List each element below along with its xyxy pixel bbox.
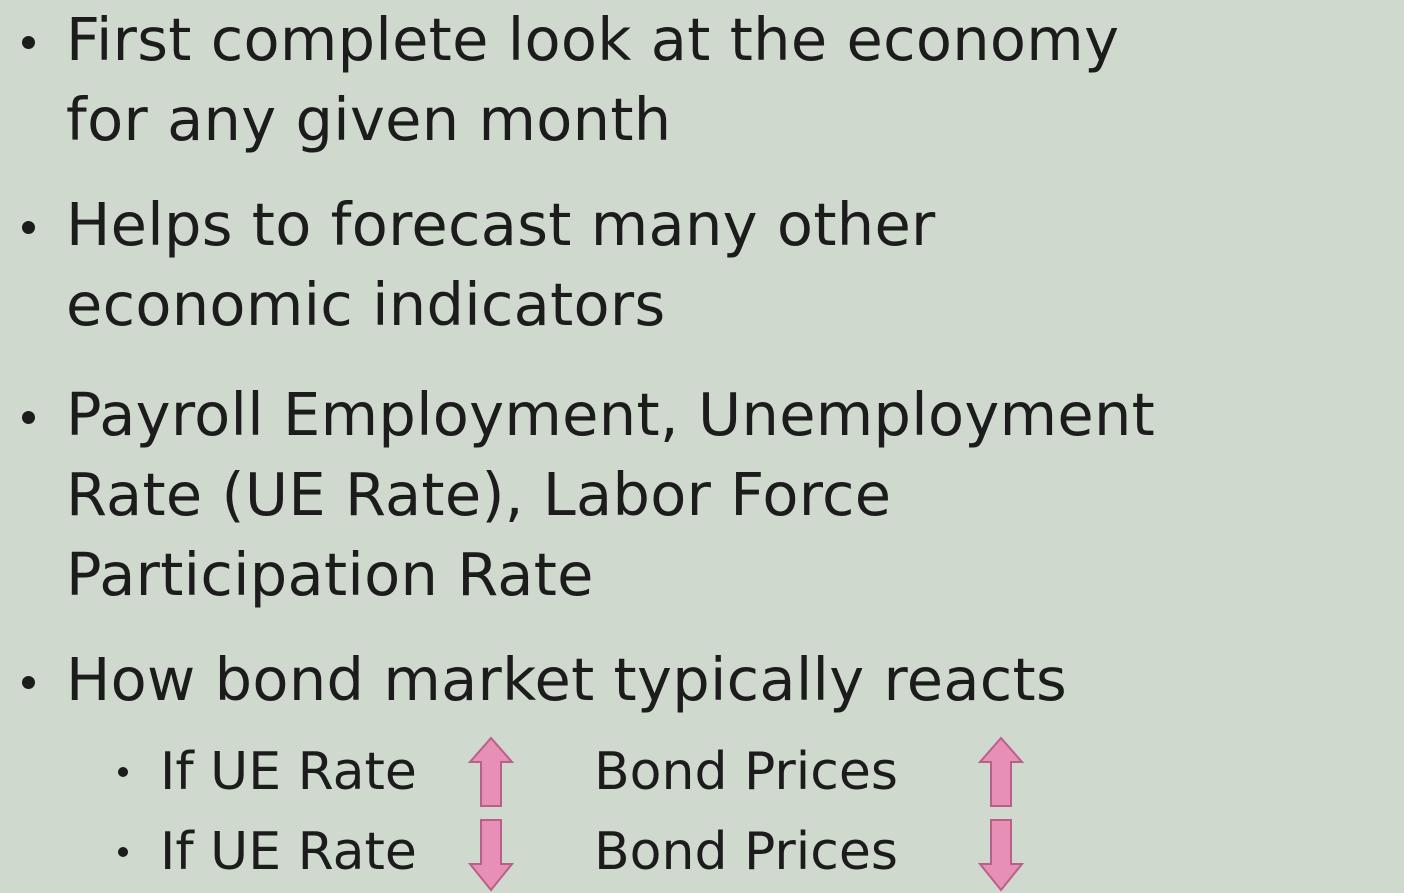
bullet-dot (22, 36, 35, 49)
bullet-line: Payroll Employment, Unemployment (66, 380, 1156, 449)
up-arrow (978, 736, 1024, 807)
bullet-line: Participation Rate (66, 540, 594, 609)
sub-result: Bond Prices (594, 822, 898, 882)
bullet-dot (22, 221, 35, 234)
bullet-line: Rate (UE Rate), Labor Force (66, 460, 892, 529)
bullet-line: How bond market typically reacts (66, 645, 1068, 714)
bullet-dot (22, 411, 35, 424)
sub-condition: If UE Rate (160, 822, 417, 882)
bullet-line: for any given month (66, 85, 672, 154)
sub-bullet-dot (118, 767, 128, 777)
down-arrow (468, 819, 514, 892)
bullet-dot (22, 676, 35, 689)
bullet-line: economic indicators (66, 270, 666, 339)
sub-condition: If UE Rate (160, 742, 417, 802)
sub-result: Bond Prices (594, 742, 898, 802)
bullet-line: Helps to forecast many other (66, 190, 936, 259)
bullet-line: First complete look at the economy (66, 5, 1120, 74)
up-arrow (468, 736, 514, 807)
down-arrow (978, 819, 1024, 892)
sub-bullet-dot (118, 847, 128, 857)
